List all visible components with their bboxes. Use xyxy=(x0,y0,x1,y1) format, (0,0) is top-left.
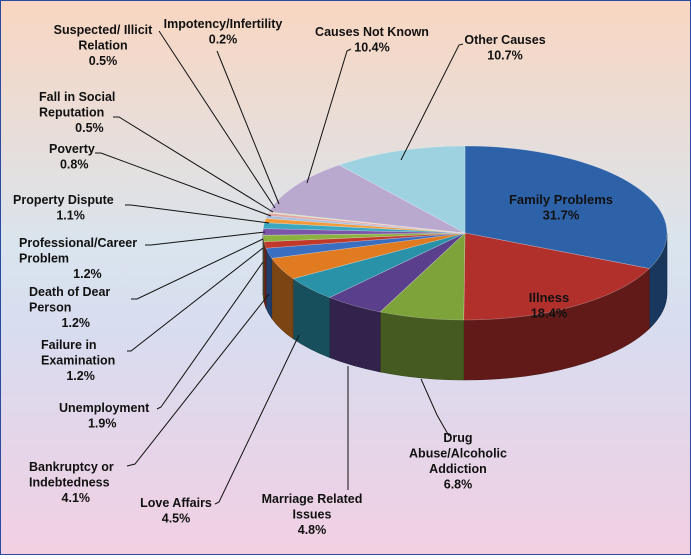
slice-label-failure-in-examination: Examination xyxy=(41,354,115,368)
slice-value-property-dispute: 1.1% xyxy=(56,209,85,223)
slice-label-impotency-infertility: Impotency/Infertility xyxy=(164,17,283,31)
slice-label-family-problems: Family Problems xyxy=(509,192,613,207)
pie-side-drug-abuse-alcoholic-addiction xyxy=(380,312,464,380)
slice-label-bankruptcy-or-indebtedness: Bankruptcy or xyxy=(29,460,114,474)
leader-line-professional-career-problem xyxy=(145,232,265,245)
slice-label-drug-abuse-alcoholic-addiction: Drug xyxy=(443,431,472,445)
slice-value-suspected-illicit-relation: 0.5% xyxy=(89,54,118,68)
slice-label-illness: Illness xyxy=(529,290,569,305)
slice-label-drug-abuse-alcoholic-addiction: Abuse/Alcoholic xyxy=(409,447,507,461)
slice-label-other-causes: Other Causes xyxy=(464,33,545,47)
slice-label-suspected-illicit-relation: Relation xyxy=(78,39,127,53)
leader-line-impotency-infertility xyxy=(217,51,279,204)
slice-label-love-affairs: Love Affairs xyxy=(140,496,212,510)
leader-line-drug-abuse-alcoholic-addiction xyxy=(421,379,449,436)
leader-line-other-causes xyxy=(401,44,463,160)
slice-label-drug-abuse-alcoholic-addiction: Addiction xyxy=(429,462,487,476)
slice-label-bankruptcy-or-indebtedness: Indebtedness xyxy=(29,476,110,490)
slice-label-suspected-illicit-relation: Suspected/ Illicit xyxy=(54,23,153,37)
pie-side-unemployment xyxy=(266,248,272,318)
slice-label-professional-career-problem: Professional/Career xyxy=(19,236,137,250)
slice-label-marriage-related-issues: Issues xyxy=(293,508,332,522)
slice-value-professional-career-problem: 1.2% xyxy=(73,267,102,281)
pie-top-faces xyxy=(263,146,667,320)
slice-label-unemployment: Unemployment xyxy=(59,401,150,415)
slice-value-unemployment: 1.9% xyxy=(88,417,117,431)
slice-value-death-of-dear-person: 1.2% xyxy=(62,316,91,330)
slice-label-professional-career-problem: Problem xyxy=(19,252,69,266)
leader-line-unemployment xyxy=(157,262,263,409)
slice-label-death-of-dear-person: Death of Dear xyxy=(29,285,110,299)
slice-value-drug-abuse-alcoholic-addiction: 6.8% xyxy=(444,478,473,492)
slice-value-failure-in-examination: 1.2% xyxy=(66,369,95,383)
slice-label-fall-in-social-reputation: Fall in Social xyxy=(39,90,115,104)
leader-line-failure-in-examination xyxy=(127,248,263,351)
slice-label-poverty: Poverty xyxy=(49,142,95,156)
slice-value-fall-in-social-reputation: 0.5% xyxy=(75,121,104,135)
slice-label-death-of-dear-person: Person xyxy=(29,301,71,315)
slice-label-marriage-related-issues: Marriage Related xyxy=(262,492,363,506)
slice-value-love-affairs: 4.5% xyxy=(162,512,191,526)
slice-value-other-causes: 10.7% xyxy=(487,49,522,63)
slice-value-illness: 18.4% xyxy=(531,306,568,321)
slice-label-fall-in-social-reputation: Reputation xyxy=(39,106,104,120)
slice-value-causes-not-known: 10.4% xyxy=(354,41,389,55)
leader-line-bankruptcy-or-indebtedness xyxy=(127,294,269,466)
slice-value-marriage-related-issues: 4.8% xyxy=(298,523,327,537)
slice-value-poverty: 0.8% xyxy=(60,158,89,172)
slice-label-property-dispute: Property Dispute xyxy=(13,193,114,207)
leader-line-love-affairs xyxy=(215,335,299,504)
slice-value-bankruptcy-or-indebtedness: 4.1% xyxy=(62,491,91,505)
slice-label-causes-not-known: Causes Not Known xyxy=(315,25,429,39)
slice-value-family-problems: 31.7% xyxy=(543,208,580,223)
slice-label-failure-in-examination: Failure in xyxy=(41,338,97,352)
slice-value-impotency-infertility: 0.2% xyxy=(209,33,238,47)
